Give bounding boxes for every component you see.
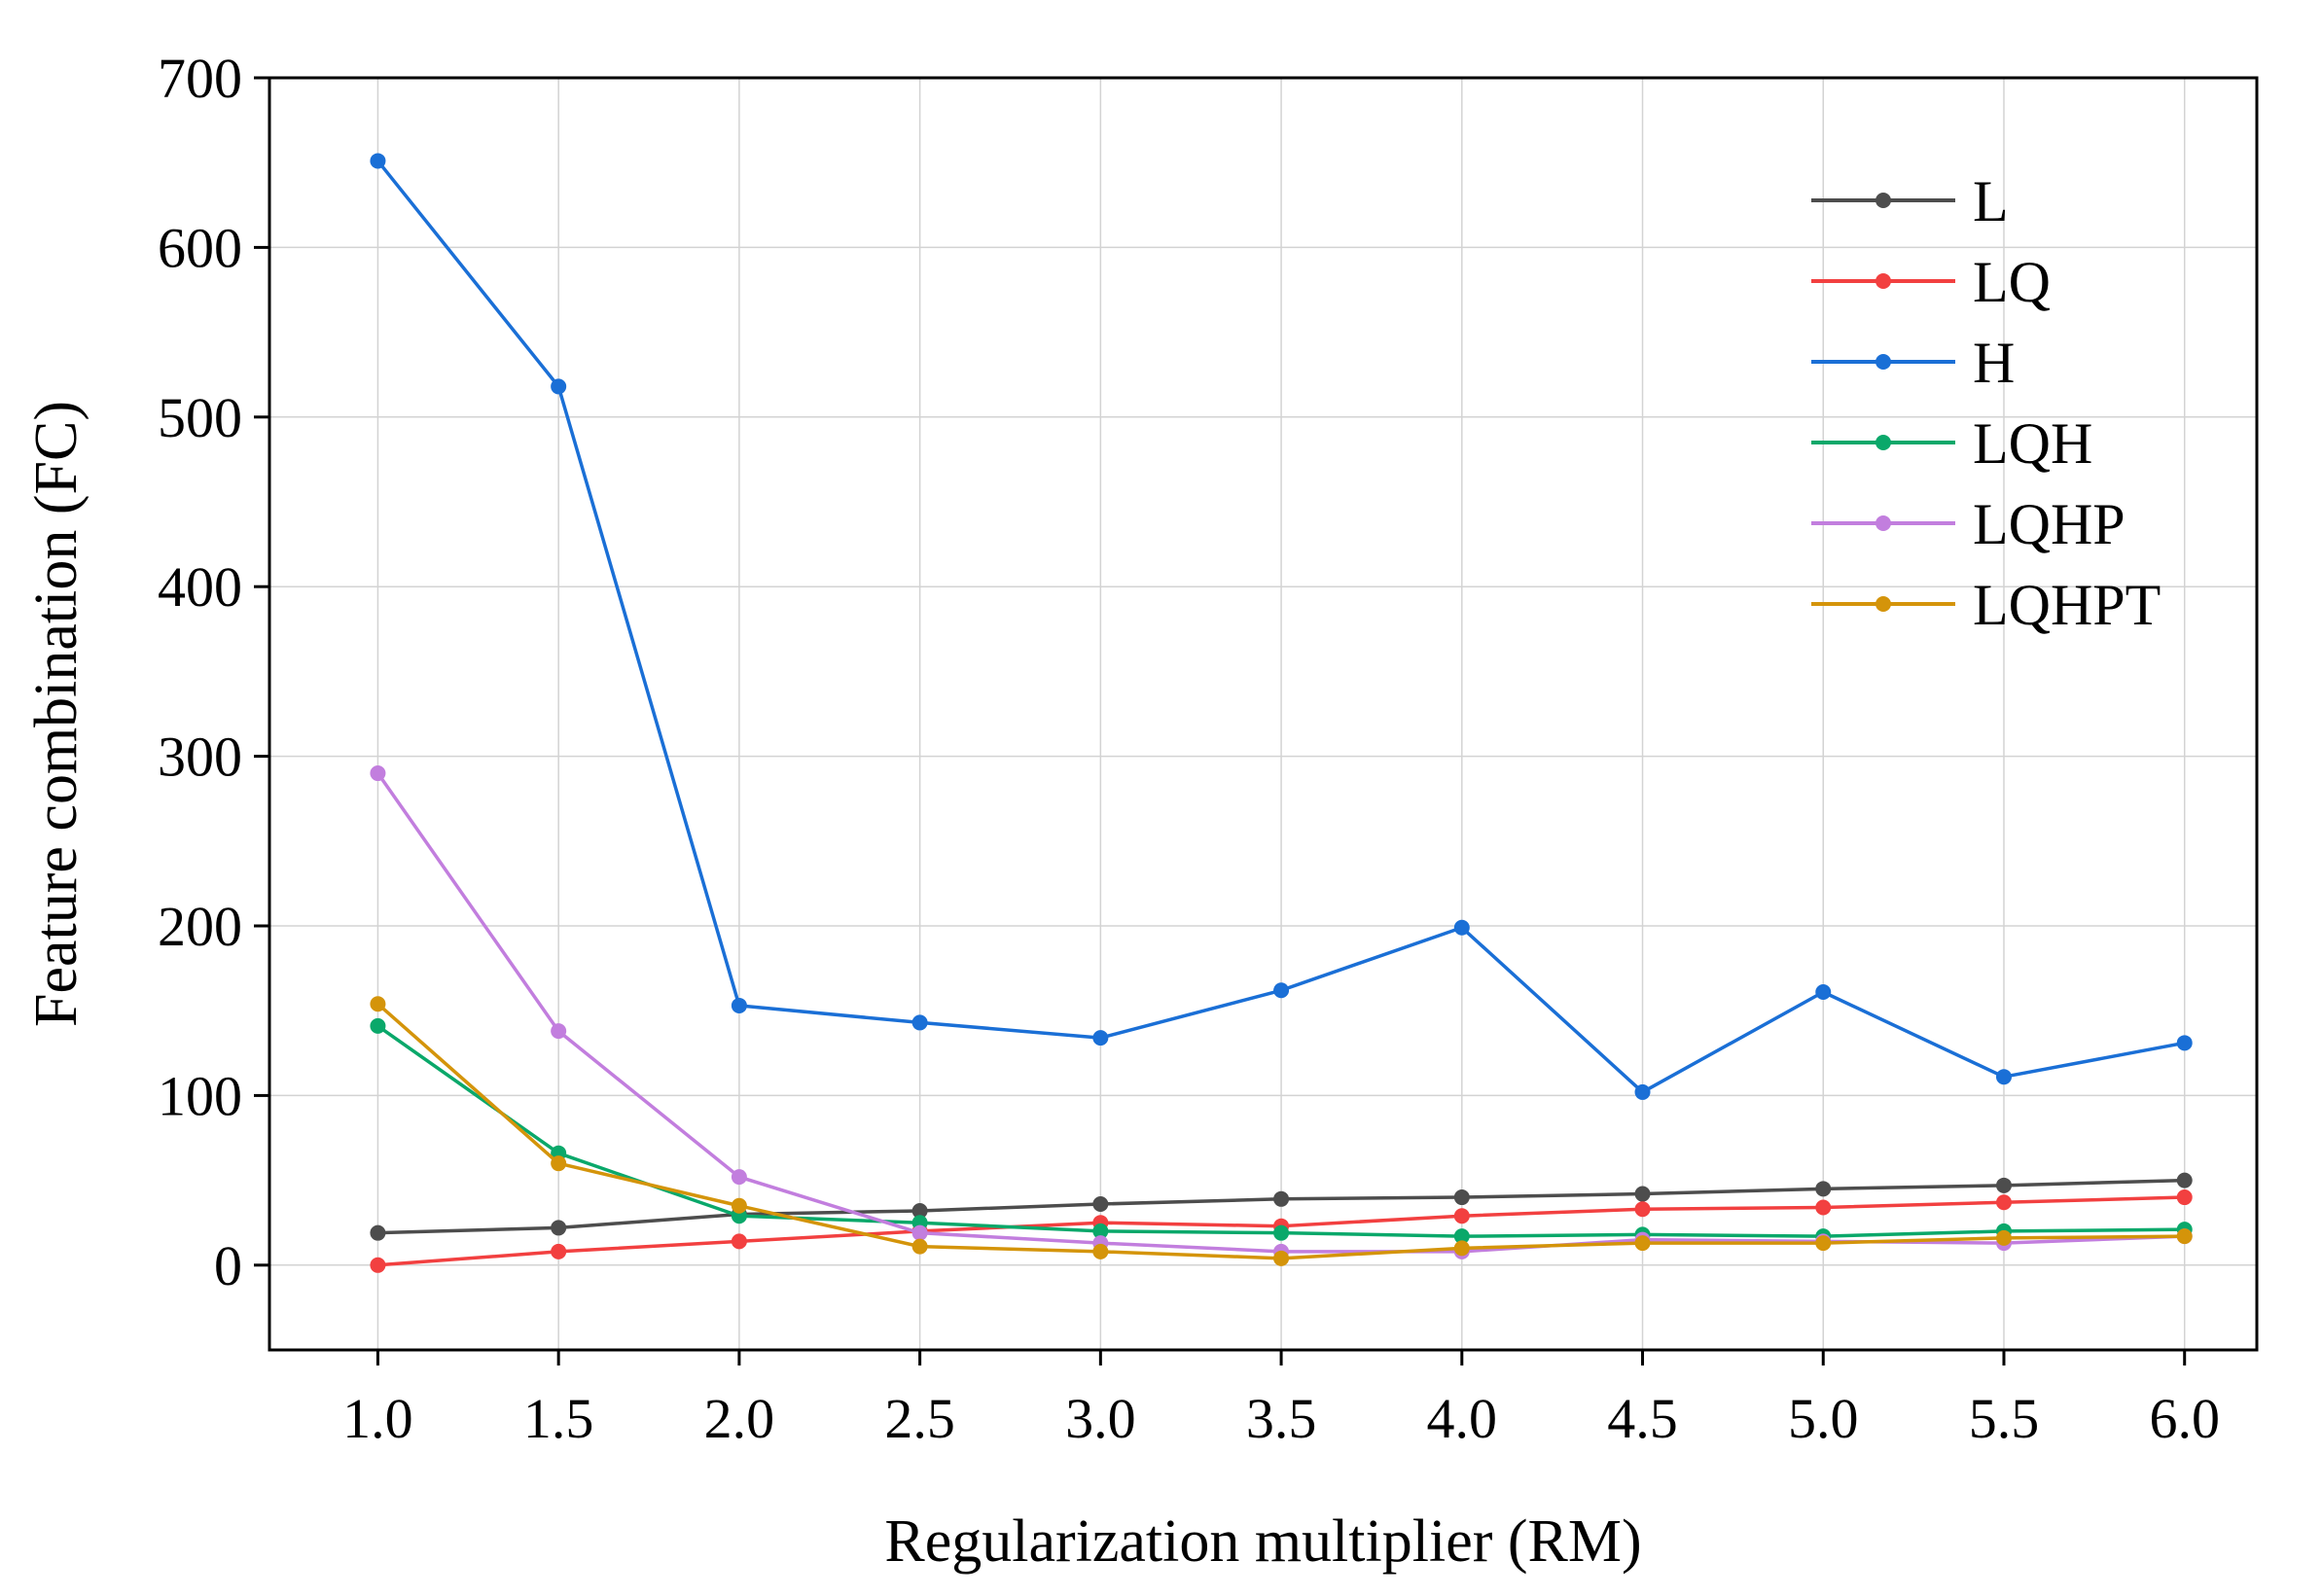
data-point-lqhp [370, 765, 386, 782]
data-point-lqh [370, 1017, 386, 1034]
y-tick-label: 300 [158, 726, 242, 789]
data-point-lq [2176, 1189, 2193, 1206]
data-point-lqhpt [2176, 1228, 2193, 1245]
data-point-lqhp [551, 1023, 567, 1040]
data-point-lqh [1453, 1228, 1470, 1245]
y-tick-label: 700 [158, 47, 242, 110]
y-tick-label: 400 [158, 555, 242, 619]
x-tick-label: 1.0 [342, 1387, 413, 1450]
data-point-l [911, 1202, 928, 1219]
data-point-h [2176, 1035, 2193, 1051]
grid [269, 77, 2257, 1350]
legend-label-l: L [1973, 169, 2009, 233]
legend-label-lqhp: LQHP [1973, 492, 2126, 556]
data-point-l [551, 1220, 567, 1236]
series-h [370, 153, 2193, 1100]
data-point-l [1273, 1190, 1290, 1207]
legend-item-l: L [1811, 169, 2009, 233]
y-tick-label: 600 [158, 216, 242, 279]
data-point-l [2176, 1172, 2193, 1188]
data-point-h [1092, 1030, 1109, 1046]
data-point-l [1634, 1186, 1651, 1202]
data-point-lq [370, 1257, 386, 1273]
legend-item-h: H [1811, 331, 2015, 395]
y-tick-label: 500 [158, 386, 242, 449]
data-point-l [1453, 1189, 1470, 1206]
y-tick-label: 0 [214, 1234, 242, 1297]
data-point-lqhpt [551, 1155, 567, 1172]
legend-swatch-marker [1875, 596, 1891, 612]
x-tick-label: 4.5 [1607, 1387, 1678, 1450]
legend-label-h: H [1973, 331, 2015, 395]
y-tick-label: 200 [158, 895, 242, 958]
legend-label-lqh: LQH [1973, 411, 2092, 476]
axis-ticks: 1.0 1.5 2.0 2.5 3.0 3.5 4.0 4.5 5.0 5.5 6.0 0 100 200… [158, 47, 2220, 1450]
legend-item-lq: LQ [1811, 250, 2051, 314]
x-tick-label: 5.0 [1788, 1387, 1859, 1450]
legend-label-lq: LQ [1973, 250, 2051, 314]
data-point-l [370, 1224, 386, 1241]
x-tick-label: 2.0 [704, 1387, 775, 1450]
data-point-l [1092, 1196, 1109, 1213]
data-point-lqhpt [370, 996, 386, 1012]
data-point-lqh [1092, 1223, 1109, 1239]
series-layer [370, 153, 2193, 1273]
data-point-l [1815, 1181, 1832, 1197]
legend-swatch-marker [1875, 273, 1891, 289]
data-point-h [1453, 919, 1470, 936]
data-point-lq [1815, 1199, 1832, 1216]
data-point-lqhp [731, 1169, 747, 1186]
legend-swatch-marker [1875, 354, 1891, 370]
x-tick-label: 4.0 [1427, 1387, 1498, 1450]
data-point-lq [551, 1243, 567, 1259]
legend-swatch-marker [1875, 515, 1891, 531]
data-point-lqhpt [1092, 1243, 1109, 1259]
data-point-h [731, 997, 747, 1013]
legend-swatch-marker [1875, 193, 1891, 208]
x-tick-label: 3.5 [1246, 1387, 1317, 1450]
legend-label-lqhpt: LQHPT [1973, 573, 2161, 637]
data-point-lqhpt [1995, 1229, 2012, 1246]
legend-swatch-marker [1875, 435, 1891, 450]
data-point-lqhpt [1453, 1240, 1470, 1257]
data-point-lq [1634, 1201, 1651, 1218]
data-point-lq [1453, 1208, 1470, 1224]
data-point-lqhpt [1815, 1235, 1832, 1252]
x-axis-title: Regularization multiplier (RM) [884, 1508, 1641, 1575]
data-point-l [1995, 1177, 2012, 1193]
data-point-h [370, 153, 386, 169]
x-tick-label: 1.5 [523, 1387, 594, 1450]
data-point-h [551, 378, 567, 395]
x-tick-label: 3.0 [1065, 1387, 1136, 1450]
data-point-h [911, 1014, 928, 1031]
data-point-lqh [1273, 1224, 1290, 1241]
series-lqhpt [370, 996, 2193, 1266]
x-tick-label: 5.5 [1969, 1387, 2040, 1450]
data-point-lqhpt [1273, 1250, 1290, 1266]
x-tick-label: 2.5 [884, 1387, 955, 1450]
y-axis-title: Feature combination (FC) [23, 401, 89, 1027]
data-point-lqhp [911, 1224, 928, 1241]
data-point-lq [1995, 1194, 2012, 1211]
data-point-lqhpt [1634, 1235, 1651, 1252]
y-tick-label: 100 [158, 1064, 242, 1127]
legend-item-lqhp: LQHP [1811, 492, 2126, 556]
data-point-h [1273, 982, 1290, 999]
data-point-lqhpt [911, 1238, 928, 1255]
data-point-h [1815, 984, 1832, 1001]
data-point-lqhpt [731, 1197, 747, 1214]
data-point-lq [731, 1233, 747, 1250]
plot-frame [268, 76, 2259, 1352]
data-point-h [1995, 1069, 2012, 1085]
legend-item-lqhpt: LQHPT [1811, 573, 2161, 637]
legend-item-lqh: LQH [1811, 411, 2092, 476]
x-tick-label: 6.0 [2149, 1387, 2220, 1450]
data-point-h [1634, 1083, 1651, 1100]
